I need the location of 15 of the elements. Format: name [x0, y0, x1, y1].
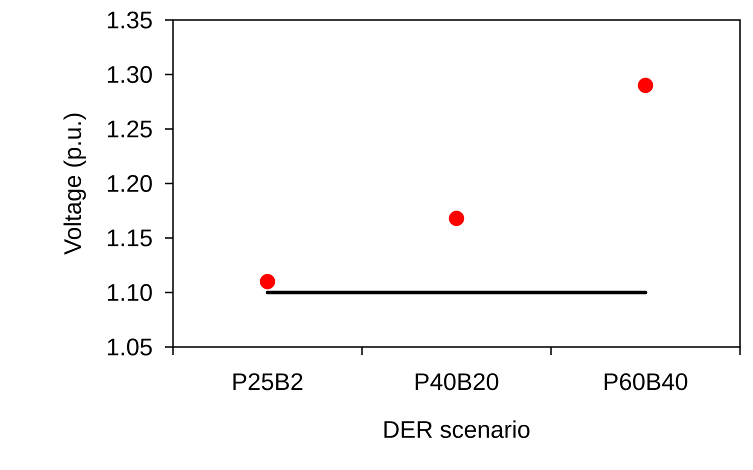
- y-tick-label: 1.25: [108, 120, 152, 138]
- point: [260, 274, 276, 290]
- y-tick-label: 1.30: [108, 66, 152, 83]
- y-tick-label: 1.10: [108, 284, 152, 301]
- y-tick-label: 1.05: [108, 338, 152, 356]
- y-tick-label: 1.20: [108, 174, 152, 192]
- y-tick-label: 1.35: [108, 11, 152, 28]
- y-axis-title: Voltage (p.u.): [64, 114, 86, 255]
- x-tick-label: P40B20: [416, 373, 498, 390]
- y-tick-label: 1.15: [108, 230, 152, 246]
- x-tick-label: P60B40: [604, 373, 688, 390]
- x-tick-label: P25B2: [233, 373, 302, 390]
- point: [638, 78, 654, 94]
- x-axis-title: DER scenario: [384, 420, 530, 438]
- point: [448, 210, 464, 226]
